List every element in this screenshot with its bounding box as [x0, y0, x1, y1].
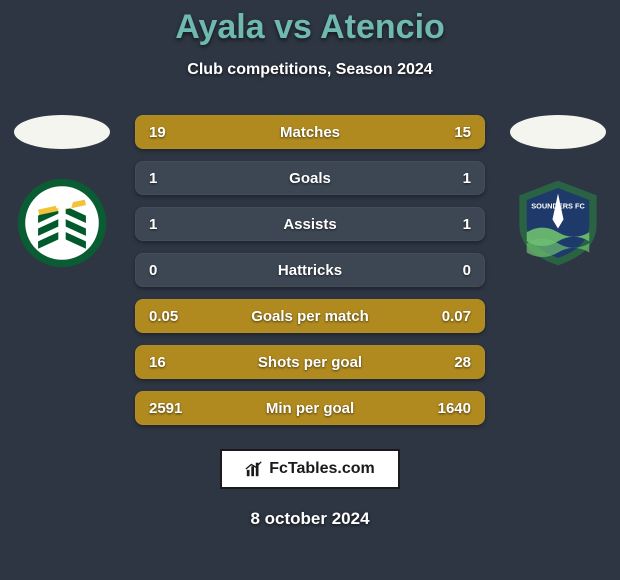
player1-silhouette	[14, 115, 110, 149]
stat-right-value: 15	[425, 124, 471, 141]
stat-left-value: 2591	[149, 400, 195, 417]
stat-label: Assists	[195, 216, 425, 233]
stat-row: 19Matches15	[135, 115, 485, 149]
subtitle: Club competitions, Season 2024	[0, 61, 620, 79]
stat-right-value: 1	[425, 170, 471, 187]
player2-club-badge: SOUNDERS FC	[512, 177, 604, 269]
stat-label: Matches	[195, 124, 425, 141]
stat-right-value: 1	[425, 216, 471, 233]
comparison-date: 8 october 2024	[0, 509, 620, 529]
stats-column: 19Matches151Goals11Assists10Hattricks00.…	[135, 115, 485, 425]
stat-label: Goals per match	[195, 308, 425, 325]
stat-row: 0.05Goals per match0.07	[135, 299, 485, 333]
stat-label: Hattricks	[195, 262, 425, 279]
stat-row: 1Goals1	[135, 161, 485, 195]
stat-left-value: 19	[149, 124, 195, 141]
player1-name: Ayala	[175, 8, 264, 46]
stat-right-value: 28	[425, 354, 471, 371]
chart-icon	[245, 460, 263, 478]
stat-label: Shots per goal	[195, 354, 425, 371]
stat-left-value: 0	[149, 262, 195, 279]
content-root: Ayala vs Atencio Club competitions, Seas…	[0, 0, 620, 580]
stat-right-value: 0.07	[425, 308, 471, 325]
left-player-col	[7, 115, 117, 269]
stat-label: Goals	[195, 170, 425, 187]
main-row: 19Matches151Goals11Assists10Hattricks00.…	[0, 115, 620, 425]
stat-row: 16Shots per goal28	[135, 345, 485, 379]
site-logo-text: FcTables.com	[269, 460, 375, 478]
player2-name: Atencio	[320, 8, 445, 46]
stat-row: 0Hattricks0	[135, 253, 485, 287]
stat-right-value: 0	[425, 262, 471, 279]
stat-row: 1Assists1	[135, 207, 485, 241]
right-player-col: SOUNDERS FC	[503, 115, 613, 269]
stat-left-value: 1	[149, 216, 195, 233]
stat-row: 2591Min per goal1640	[135, 391, 485, 425]
comparison-title: Ayala vs Atencio	[0, 0, 620, 47]
stat-left-value: 1	[149, 170, 195, 187]
badge-text-icon: SOUNDERS FC	[531, 201, 585, 210]
stat-left-value: 0.05	[149, 308, 195, 325]
player2-silhouette	[510, 115, 606, 149]
vs-text: vs	[274, 8, 312, 46]
stat-right-value: 1640	[425, 400, 471, 417]
site-logo[interactable]: FcTables.com	[220, 449, 400, 489]
stat-label: Min per goal	[195, 400, 425, 417]
stat-left-value: 16	[149, 354, 195, 371]
player1-club-badge	[16, 177, 108, 269]
